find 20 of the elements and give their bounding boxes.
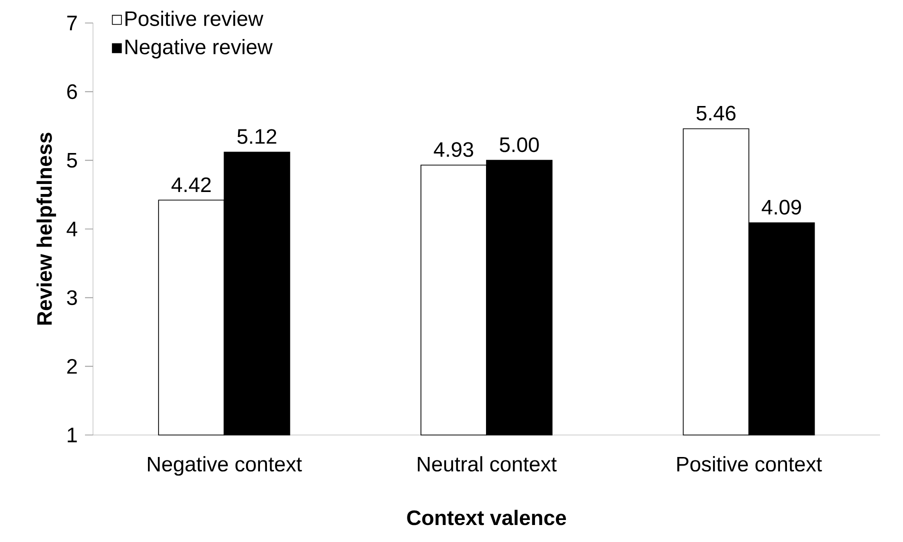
y-tick-label: 2 [67, 359, 77, 374]
legend-label: Negative review [126, 38, 273, 58]
data-label: 4.42 [172, 177, 211, 192]
x-axis-title: Context valence [407, 510, 566, 526]
x-tick-label: Neutral context [418, 456, 557, 472]
data-label: 4.93 [434, 142, 474, 157]
y-tick-label: 7 [67, 16, 77, 30]
y-tick-label: 6 [67, 84, 77, 100]
x-tick-label: Negative context [148, 456, 302, 476]
y-axis-title: Review helpfulness [36, 132, 56, 325]
y-tick-label: 4 [66, 222, 78, 236]
data-label: 5.00 [500, 137, 539, 152]
data-label: 5.12 [237, 129, 276, 144]
legend-label: Positive review [126, 10, 264, 26]
y-tick-label: 3 [66, 290, 77, 306]
y-tick-label: 1 [68, 428, 77, 442]
y-tick-label: 5 [67, 153, 77, 168]
data-label: 5.46 [696, 106, 736, 121]
x-tick-label: Positive context [677, 456, 822, 472]
data-label: 4.09 [762, 200, 801, 215]
